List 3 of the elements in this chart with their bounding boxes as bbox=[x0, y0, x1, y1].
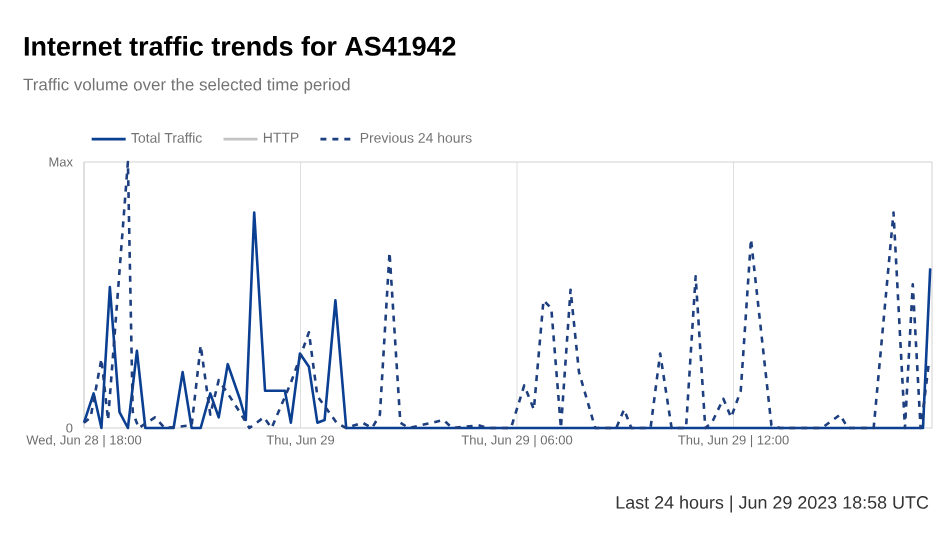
chart-title: Internet traffic trends for AS41942 bbox=[24, 36, 456, 56]
text: Last 24 hours | Jun 29 2023 18:58 UTC bbox=[616, 495, 929, 513]
chart-subtitle: Traffic volume over the selected time period bbox=[23, 78, 350, 94]
